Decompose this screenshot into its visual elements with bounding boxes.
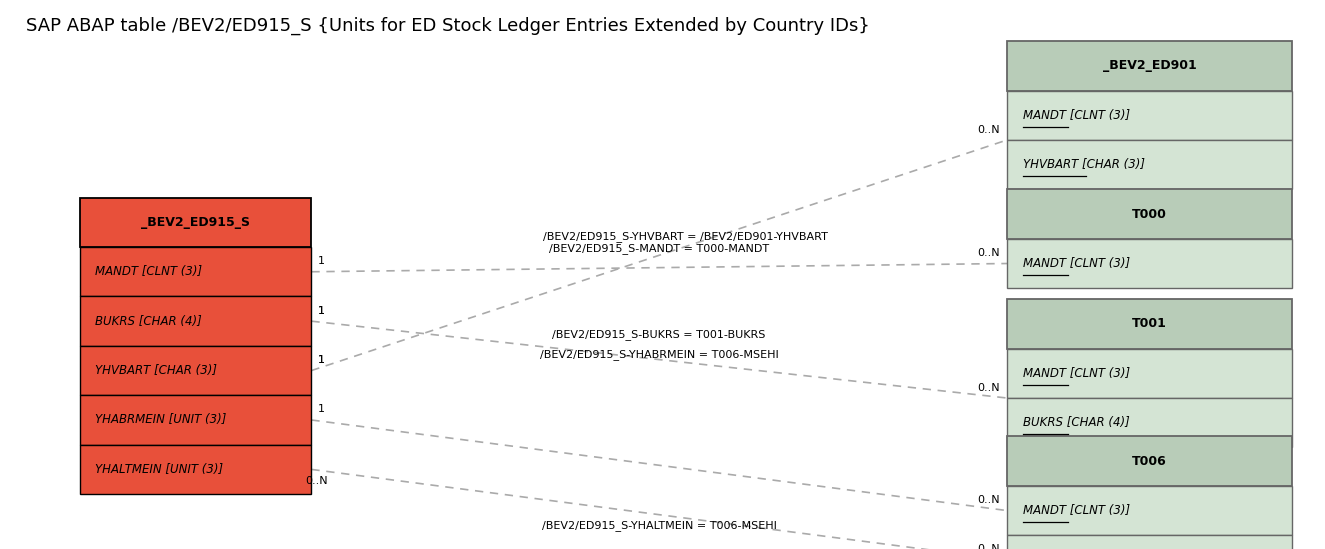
Text: MANDT [CLNT (3)]: MANDT [CLNT (3)] — [1023, 367, 1130, 380]
Text: T000: T000 — [1132, 208, 1167, 221]
FancyBboxPatch shape — [80, 395, 311, 445]
Text: 0..N: 0..N — [978, 383, 1000, 393]
Text: /BEV2/ED915_S-BUKRS = T001-BUKRS: /BEV2/ED915_S-BUKRS = T001-BUKRS — [553, 329, 766, 340]
FancyBboxPatch shape — [80, 445, 311, 494]
FancyBboxPatch shape — [1007, 299, 1292, 349]
FancyBboxPatch shape — [80, 198, 311, 247]
Text: BUKRS [CHAR (4)]: BUKRS [CHAR (4)] — [95, 315, 203, 328]
Text: YHALTMEIN [UNIT (3)]: YHALTMEIN [UNIT (3)] — [95, 463, 224, 476]
Text: /BEV2/ED915_S-YHALTMEIN = T006-MSEHI: /BEV2/ED915_S-YHALTMEIN = T006-MSEHI — [542, 520, 776, 531]
Text: /BEV2/ED915_S-MANDT = T000-MANDT: /BEV2/ED915_S-MANDT = T000-MANDT — [549, 243, 770, 254]
Text: 1: 1 — [318, 256, 325, 266]
Text: 0..N: 0..N — [305, 476, 327, 486]
Text: 0..N: 0..N — [978, 545, 1000, 549]
Text: T006: T006 — [1132, 455, 1167, 468]
Text: YHABRMEIN [UNIT (3)]: YHABRMEIN [UNIT (3)] — [95, 413, 227, 427]
Text: 0..N: 0..N — [978, 125, 1000, 135]
Text: 1: 1 — [318, 405, 325, 414]
Text: /BEV2/ED915_S-YHABRMEIN = T006-MSEHI: /BEV2/ED915_S-YHABRMEIN = T006-MSEHI — [539, 349, 779, 360]
Text: _BEV2_ED901: _BEV2_ED901 — [1102, 59, 1196, 72]
Text: 1: 1 — [318, 306, 325, 316]
Text: T001: T001 — [1132, 317, 1167, 330]
FancyBboxPatch shape — [1007, 41, 1292, 91]
Text: _BEV2_ED915_S: _BEV2_ED915_S — [140, 216, 250, 229]
FancyBboxPatch shape — [1007, 436, 1292, 486]
FancyBboxPatch shape — [1007, 239, 1292, 288]
FancyBboxPatch shape — [1007, 486, 1292, 535]
Text: MANDT [CLNT (3)]: MANDT [CLNT (3)] — [1023, 257, 1130, 270]
Text: MANDT [CLNT (3)]: MANDT [CLNT (3)] — [1023, 504, 1130, 517]
Text: 1: 1 — [318, 355, 325, 365]
FancyBboxPatch shape — [80, 247, 311, 296]
FancyBboxPatch shape — [80, 296, 311, 346]
Text: MANDT [CLNT (3)]: MANDT [CLNT (3)] — [95, 265, 203, 278]
Text: YHVBART [CHAR (3)]: YHVBART [CHAR (3)] — [95, 364, 217, 377]
FancyBboxPatch shape — [1007, 398, 1292, 447]
Text: YHVBART [CHAR (3)]: YHVBART [CHAR (3)] — [1023, 158, 1145, 171]
Text: 0..N: 0..N — [978, 495, 1000, 505]
Text: MANDT [CLNT (3)]: MANDT [CLNT (3)] — [1023, 109, 1130, 122]
FancyBboxPatch shape — [1007, 535, 1292, 549]
FancyBboxPatch shape — [80, 346, 311, 395]
Text: BUKRS [CHAR (4)]: BUKRS [CHAR (4)] — [1023, 416, 1130, 429]
FancyBboxPatch shape — [1007, 91, 1292, 140]
Text: 1: 1 — [318, 355, 325, 365]
Text: 1: 1 — [318, 306, 325, 316]
Text: 0..N: 0..N — [978, 248, 1000, 258]
Text: SAP ABAP table /BEV2/ED915_S {Units for ED Stock Ledger Entries Extended by Coun: SAP ABAP table /BEV2/ED915_S {Units for … — [26, 16, 871, 35]
FancyBboxPatch shape — [1007, 189, 1292, 239]
FancyBboxPatch shape — [1007, 349, 1292, 398]
Text: /BEV2/ED915_S-YHVBART = /BEV2/ED901-YHVBART: /BEV2/ED915_S-YHVBART = /BEV2/ED901-YHVB… — [543, 231, 828, 242]
FancyBboxPatch shape — [1007, 140, 1292, 189]
